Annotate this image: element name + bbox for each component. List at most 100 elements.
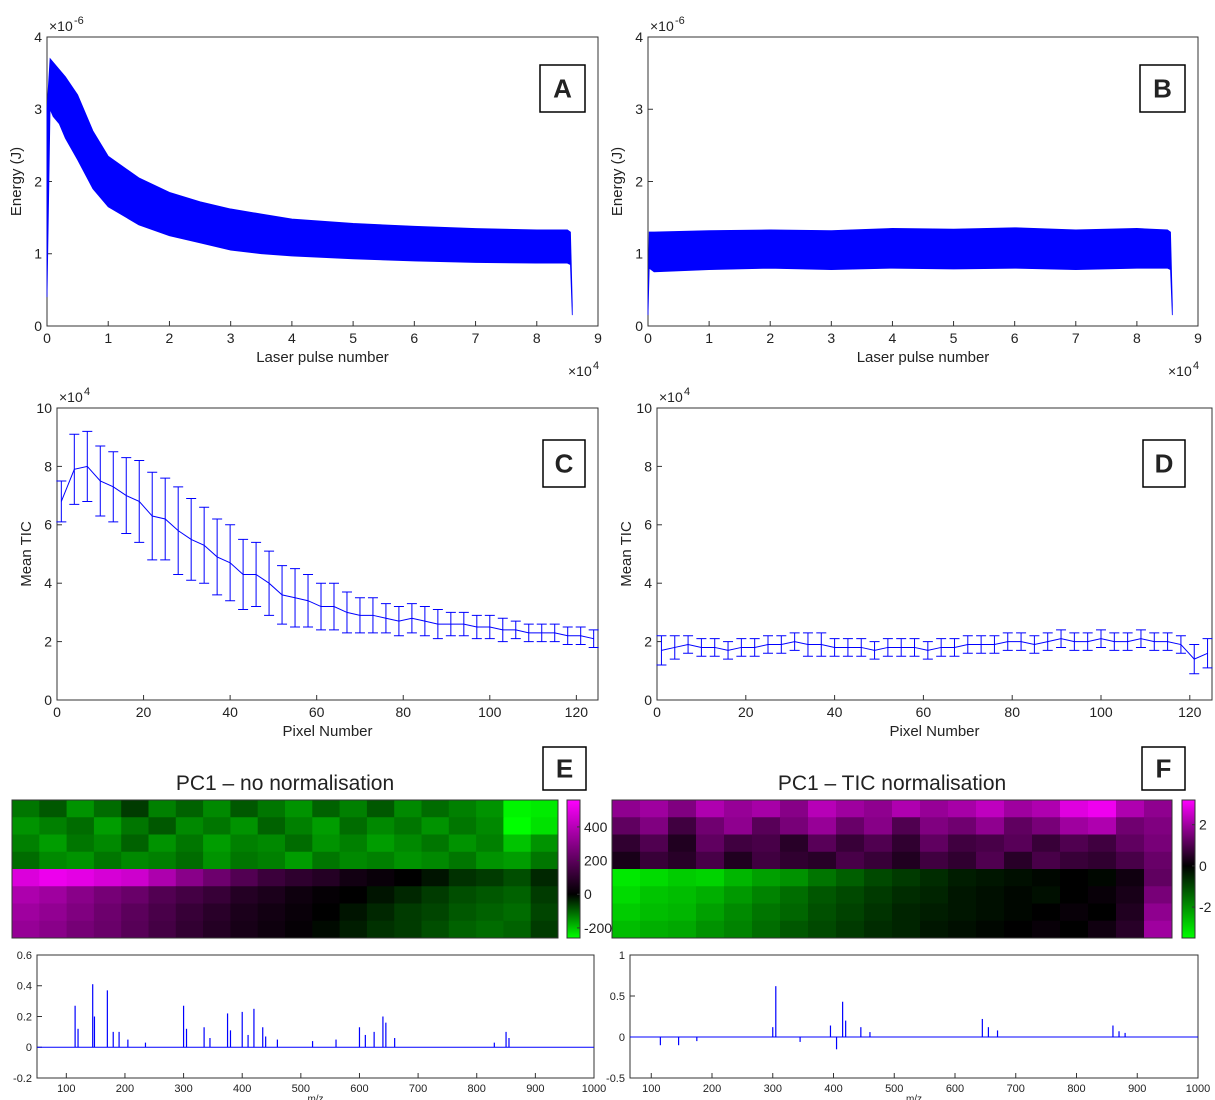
error-bar [1189, 644, 1200, 675]
heatmap-cell [864, 851, 893, 870]
heatmap-cell [339, 903, 368, 922]
error-bar [749, 638, 760, 657]
x-tick-label: 2 [766, 330, 774, 346]
heatmap-cell [394, 800, 422, 818]
heatmap-cell [1116, 851, 1145, 870]
heatmap-cell [285, 851, 313, 870]
y-tick-label: 0 [635, 318, 643, 334]
heatmap-cell [339, 869, 368, 887]
error-bar [121, 457, 132, 535]
heatmap-cell [892, 869, 921, 887]
x-tick-label: 80 [395, 704, 411, 720]
heatmap-cell [1116, 800, 1145, 818]
error-bar [776, 635, 787, 654]
x-multiplier-base: ×10 [568, 363, 592, 379]
heatmap-cell [394, 886, 422, 904]
heatmap-cell [503, 903, 532, 922]
error-bar [264, 550, 275, 616]
heatmap-cell [448, 886, 477, 904]
heatmap-cell [724, 851, 753, 870]
heatmap-cell [148, 869, 177, 887]
heatmap-cell [640, 851, 669, 870]
heatmap-cell [668, 851, 697, 870]
heatmap-cell [1144, 920, 1173, 939]
heatmap-cell [448, 851, 477, 870]
x-tick-label: 2 [166, 330, 174, 346]
y-axis-label: Mean TIC [618, 521, 635, 587]
colorbar-tick-label: 0 [1199, 858, 1207, 874]
heatmap-cell [836, 869, 865, 887]
error-bar [341, 591, 352, 634]
heatmap-cell [948, 817, 977, 835]
error-bar [1162, 632, 1173, 651]
heatmap-cell [640, 869, 669, 887]
heatmap-cell [476, 903, 504, 922]
heatmap-cell [366, 886, 395, 904]
heatmap-cell [640, 800, 669, 818]
x-axis-label: m/z [307, 1094, 323, 1100]
heatmap-cell [257, 834, 286, 853]
heatmap-cell [257, 886, 286, 904]
heatmap-cell [530, 834, 559, 853]
heatmap-cell [696, 886, 725, 904]
y-multiplier-exponent: 4 [684, 386, 690, 398]
heatmap-cell [121, 817, 149, 835]
heatmap-cell [394, 834, 422, 853]
x-tick-label: 0 [43, 330, 51, 346]
y-tick-label: 0 [619, 1032, 625, 1044]
x-tick-label: 40 [222, 704, 238, 720]
heatmap-cell [12, 834, 40, 853]
heatmap-cell [780, 800, 809, 818]
x-tick-label: 0 [653, 704, 661, 720]
heatmap-cell [230, 834, 259, 853]
heatmap-cell [148, 800, 177, 818]
error-bar [134, 460, 145, 543]
y-multiplier-exponent: -6 [74, 15, 84, 27]
x-tick-label: 120 [1178, 704, 1202, 720]
error-bar [816, 632, 827, 657]
heatmap-cell [148, 886, 177, 904]
panel-label: E [556, 754, 573, 784]
plot-frame [656, 407, 1213, 701]
heatmap-cell [203, 886, 231, 904]
heatmap-cell [864, 920, 893, 939]
heatmap-cell [257, 817, 286, 835]
heatmap-cell [1088, 920, 1117, 939]
heatmap-cell [339, 800, 368, 818]
heatmap-cell [892, 800, 921, 818]
heatmap-cell [148, 851, 177, 870]
heatmap-cell [640, 903, 669, 922]
heatmap-cell [66, 920, 95, 939]
heatmap-cell [780, 886, 809, 904]
heatmap-cell [892, 817, 921, 835]
heatmap-cell [1116, 869, 1145, 887]
y-tick-label: 10 [636, 400, 652, 416]
y-multiplier-exponent: -6 [675, 15, 685, 27]
heatmap-cell [752, 851, 781, 870]
error-bar [736, 638, 747, 657]
heatmap-cell [612, 869, 641, 887]
heatmap-cell [93, 903, 122, 922]
error-bar [562, 626, 573, 646]
error-bar [1029, 635, 1040, 654]
heatmap-cell [230, 886, 259, 904]
heatmap-cell [93, 886, 122, 904]
x-tick-label: 200 [703, 1083, 721, 1095]
heatmap-cell [1144, 903, 1173, 922]
x-tick-label: 300 [764, 1083, 782, 1095]
y-tick-label: 1 [635, 246, 643, 262]
heatmap-cell [1004, 920, 1033, 939]
panel-label-box [542, 439, 586, 488]
heatmap-cell [640, 920, 669, 939]
heatmap-cell [640, 886, 669, 904]
heatmap-cell [1144, 817, 1173, 835]
heatmap-cell [230, 817, 259, 835]
heatmap-cell [366, 920, 395, 939]
error-bar [1135, 629, 1146, 648]
heatmap-cell [1144, 800, 1173, 818]
heatmap-cell [503, 886, 532, 904]
heatmap-cell [366, 800, 395, 818]
heatmap-cell [892, 851, 921, 870]
heatmap-cell [148, 903, 177, 922]
heatmap-cell [39, 886, 68, 904]
